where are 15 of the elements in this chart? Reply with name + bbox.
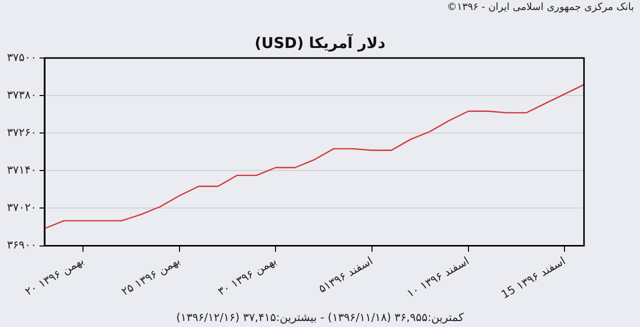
x-tick-label: ۱۰ اسفند ۱۳۹۶ — [404, 254, 472, 300]
y-tick-label: ۳۷۱۴۰ — [6, 164, 37, 177]
x-tick-label: 15 اسفند ۱۳۹۶ — [499, 254, 568, 302]
x-tick-label: ۳۰ بهمن ۱۳۹۶ — [216, 254, 279, 298]
x-tick-label: ۲۵ بهمن ۱۳۹۶ — [119, 254, 182, 298]
y-tick-label: ۳۷۰۲۰ — [6, 201, 37, 214]
x-tick-label: ۲۰ بهمن ۱۳۹۶ — [22, 254, 86, 298]
text: کمترین:۳۶,۹۵۵ (۱۳۹۶/۱۱/۱۸) - بیشترین:۳۷,۴۱۵ (۱۳۹۶/۱۲/۱۶) — [175, 311, 465, 324]
x-tick-label: ۵اسفند ۱۳۹۶ — [316, 254, 375, 296]
text: بانک مرکزی جمهوری اسلامی ایران - ۱۳۹۶© — [446, 2, 634, 13]
y-tick-label: ۳۶۹۰۰ — [6, 238, 37, 252]
y-tick-label: ۳۷۳۸۰ — [6, 88, 37, 102]
chart-title: دلار آمریکا (USD) — [254, 34, 386, 52]
y-tick-label: ۳۷۵۰۰ — [6, 50, 37, 64]
y-tick-label: ۳۷۲۶۰ — [6, 126, 37, 139]
